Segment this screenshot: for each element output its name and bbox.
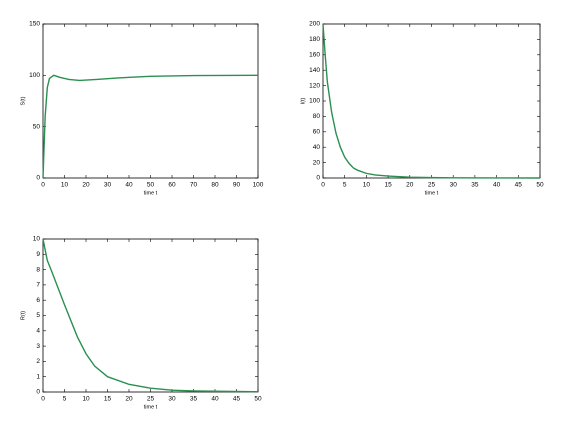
x-tick-label: 0 [41,182,45,189]
x-tick-label: 45 [515,182,523,189]
y-tick-label: 140 [309,67,320,74]
x-tick-label: 50 [536,182,544,189]
y-tick-label: 100 [309,98,320,105]
x-tick-label: 15 [104,396,112,403]
x-axis-label: time t [144,190,158,196]
x-tick-label: 30 [168,396,176,403]
x-tick-label: 10 [61,182,69,189]
x-tick-label: 25 [428,182,436,189]
y-tick-label: 6 [36,297,40,304]
y-axis-label: S(t) [20,96,26,105]
y-tick-label: 7 [36,282,40,289]
x-tick-label: 5 [343,182,347,189]
y-tick-label: 0 [36,389,40,396]
plot-frame [42,23,259,179]
x-tick-label: 50 [254,396,262,403]
x-tick-label: 20 [82,182,90,189]
y-tick-label: 5 [36,312,40,319]
x-axis-label: time t [144,404,158,410]
x-tick-label: 15 [384,182,392,189]
y-tick-label: 3 [36,343,40,350]
y-tick-label: 2 [36,358,40,365]
x-tick-label: 20 [406,182,414,189]
y-tick-label: 150 [29,21,40,28]
x-tick-label: 20 [125,396,133,403]
x-tick-label: 100 [253,182,264,189]
x-tick-label: 60 [168,182,176,189]
x-tick-label: 30 [104,182,112,189]
data-line [42,74,259,179]
y-axis-label: I(t) [300,97,306,104]
y-tick-label: 0 [36,175,40,182]
y-tick-label: 8 [36,266,40,273]
x-tick-label: 25 [147,396,155,403]
x-tick-label: 35 [190,396,198,403]
x-tick-label: 35 [471,182,479,189]
x-tick-label: 10 [82,396,90,403]
y-tick-label: 4 [36,328,40,335]
y-tick-label: 60 [313,129,321,136]
x-tick-label: 30 [450,182,458,189]
y-tick-label: 0 [316,175,320,182]
x-tick-label: 40 [125,182,133,189]
y-tick-label: 1 [36,373,40,380]
y-tick-label: 9 [36,251,40,258]
y-tick-label: 100 [29,72,40,79]
y-tick-label: 80 [313,113,321,120]
x-tick-label: 50 [147,182,155,189]
x-tick-label: 40 [211,396,219,403]
x-tick-label: 80 [211,182,219,189]
y-tick-label: 40 [313,144,321,151]
x-axis-label: time t [425,190,439,196]
y-tick-label: 10 [33,236,41,243]
x-tick-label: 40 [493,182,501,189]
x-tick-label: 90 [233,182,241,189]
x-tick-label: 70 [190,182,198,189]
x-tick-label: 0 [321,182,325,189]
x-tick-label: 0 [41,396,45,403]
plot-frame [322,23,541,179]
x-tick-label: 5 [63,396,67,403]
y-axis-label: R(t) [20,311,26,320]
y-tick-label: 20 [313,159,321,166]
data-line [42,238,259,393]
x-tick-label: 10 [363,182,371,189]
y-tick-label: 50 [33,123,41,130]
y-tick-label: 160 [309,52,320,59]
y-tick-label: 200 [309,21,320,28]
plot-frame [42,238,259,393]
y-tick-label: 120 [309,82,320,89]
y-tick-label: 180 [309,36,320,43]
data-line [322,23,541,179]
x-tick-label: 45 [233,396,241,403]
